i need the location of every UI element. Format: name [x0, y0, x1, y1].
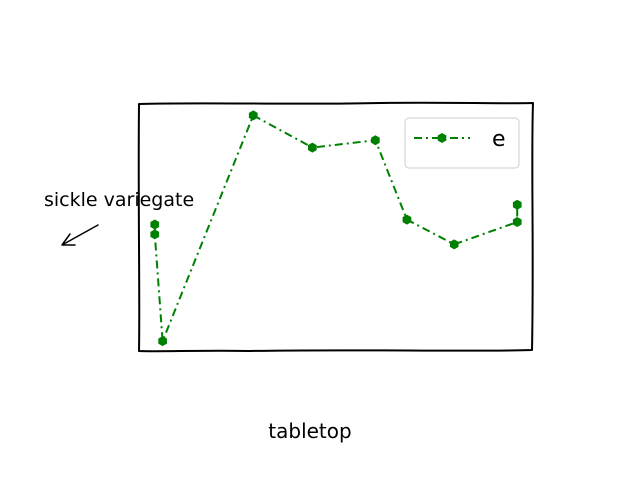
legend-marker: [437, 133, 447, 143]
data-point-6: [402, 214, 412, 225]
series-markers-e: [150, 110, 522, 347]
x-axis-label: tabletop: [268, 419, 351, 443]
legend-box: [404, 117, 520, 169]
data-point-5: [371, 135, 380, 146]
annotation-arrow: [61, 224, 99, 246]
data-point-8: [512, 217, 522, 227]
annotation-text: sickle variegate: [44, 189, 194, 211]
data-point-9: [512, 199, 522, 210]
data-point-2: [158, 336, 167, 347]
legend: e: [404, 117, 520, 169]
data-point-4: [308, 142, 317, 153]
data-point-1: [150, 229, 160, 240]
legend-label: e: [492, 127, 506, 152]
data-point-3: [248, 110, 258, 121]
data-point-0: [150, 219, 160, 230]
data-point-7: [449, 239, 459, 250]
plot-frame: [137, 101, 534, 353]
